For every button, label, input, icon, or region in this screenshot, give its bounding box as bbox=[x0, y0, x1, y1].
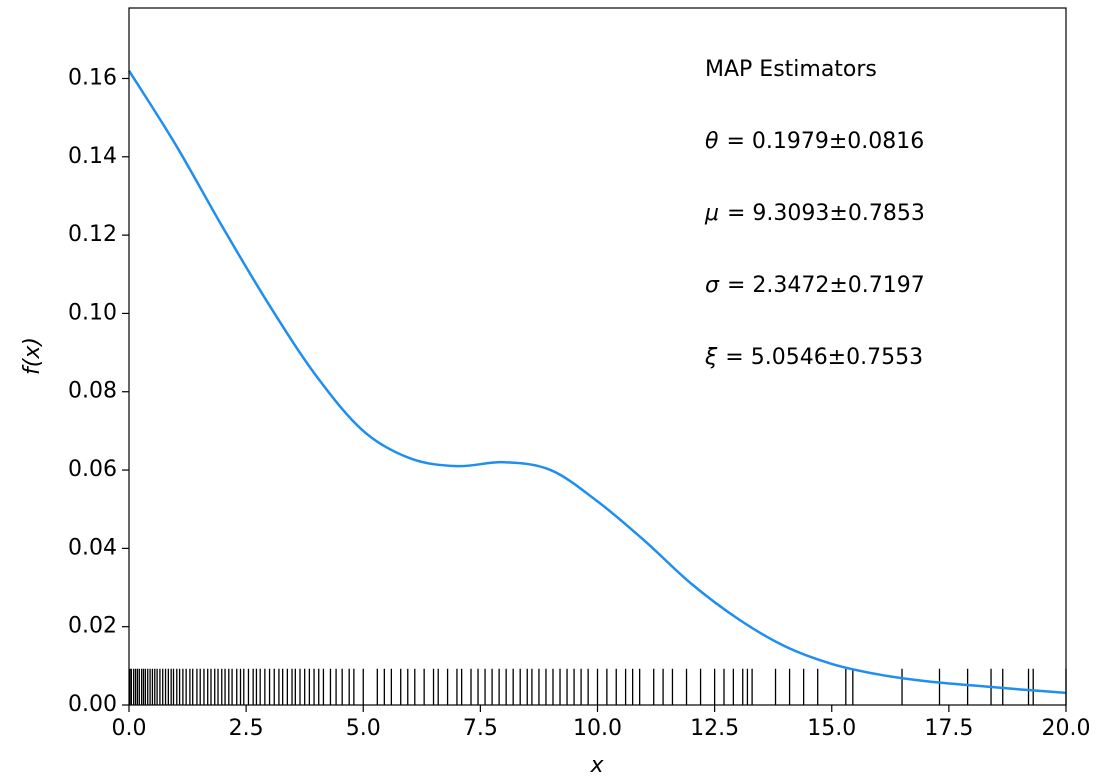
annotation: ξ = 5.0546±0.7553 bbox=[704, 345, 923, 370]
x-tick-label: 17.5 bbox=[924, 716, 973, 741]
y-tick-label: 0.04 bbox=[68, 535, 117, 560]
annotation-text: = 5.0546±0.7553 bbox=[725, 345, 923, 370]
annotation-symbol: σ bbox=[705, 273, 720, 298]
x-tick-label: 5.0 bbox=[346, 716, 381, 741]
x-tick-label: 0.0 bbox=[112, 716, 147, 741]
annotation-text: = 9.3093±0.7853 bbox=[727, 201, 925, 226]
y-tick-label: 0.08 bbox=[68, 379, 117, 404]
annotation-symbol: μ bbox=[704, 201, 719, 226]
y-tick-label: 0.14 bbox=[68, 144, 117, 169]
y-axis-label: f(x) bbox=[20, 337, 45, 375]
annotation: μ = 9.3093±0.7853 bbox=[704, 201, 925, 226]
y-tick-label: 0.10 bbox=[68, 300, 117, 325]
annotation-text: = 2.3472±0.7197 bbox=[727, 273, 925, 298]
y-tick-label: 0.12 bbox=[68, 222, 117, 247]
annotation-symbol: ξ bbox=[704, 345, 718, 370]
annotation-symbol: θ bbox=[705, 129, 719, 154]
x-tick-label: 7.5 bbox=[463, 716, 498, 741]
annotation: σ = 2.3472±0.7197 bbox=[705, 273, 925, 298]
x-tick-label: 15.0 bbox=[807, 716, 856, 741]
density-line bbox=[127, 69, 1067, 695]
annotation: θ = 0.1979±0.0816 bbox=[705, 129, 924, 154]
plot-frame bbox=[128, 7, 1067, 706]
y-tick-label: 0.06 bbox=[68, 457, 117, 482]
x-tick-label: 20.0 bbox=[1042, 716, 1091, 741]
y-tick-label: 0.02 bbox=[68, 614, 117, 639]
annotation-text: = 0.1979±0.0816 bbox=[726, 129, 924, 154]
x-tick-label: 12.5 bbox=[690, 716, 739, 741]
y-tick-label: 0.00 bbox=[68, 692, 117, 717]
x-tick-label: 2.5 bbox=[229, 716, 264, 741]
annotation-title: MAP Estimators bbox=[705, 57, 877, 82]
x-axis-label: x bbox=[589, 753, 604, 778]
x-tick-label: 10.0 bbox=[573, 716, 622, 741]
y-tick-label: 0.16 bbox=[68, 65, 117, 90]
